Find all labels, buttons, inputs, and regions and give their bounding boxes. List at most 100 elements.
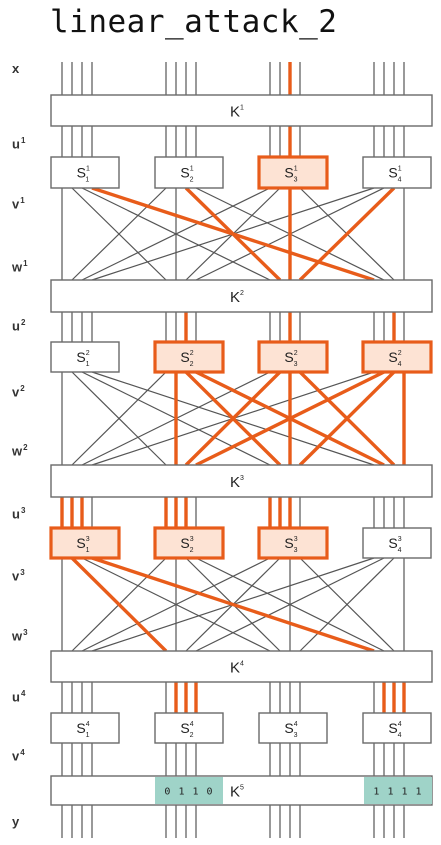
sbox-sub: 1 bbox=[86, 361, 90, 368]
sboxes: S1 1 S1 2 S1 3 S1 4S2 1 S2 2 S2 3 S2 4S3 1 S3 2 S3 3 S3 4S4 1 S… bbox=[49, 155, 433, 744]
key-rect bbox=[50, 650, 433, 683]
sbox-sup: 3 bbox=[190, 536, 194, 543]
row-label-sup: 4 bbox=[20, 748, 25, 757]
row-label: w1 bbox=[12, 259, 28, 274]
sbox-sup: 4 bbox=[398, 721, 402, 728]
sbox-sup: 2 bbox=[190, 350, 194, 357]
sbox-r4-4: S4 4 bbox=[362, 712, 432, 744]
sbox-rect bbox=[49, 526, 121, 560]
row-label-sup: 2 bbox=[20, 318, 26, 327]
key-base: K bbox=[230, 784, 240, 801]
sbox-label: S3 3 bbox=[284, 535, 297, 554]
row-label: x bbox=[12, 61, 19, 76]
key-rect bbox=[50, 279, 433, 313]
sbox-sup: 2 bbox=[398, 350, 402, 357]
sbox-r3-1: S3 1 bbox=[49, 526, 121, 560]
sbox-rect bbox=[257, 526, 329, 560]
sbox-label: S4 4 bbox=[388, 720, 401, 739]
sbox-rect bbox=[361, 340, 433, 374]
sbox-label: S2 2 bbox=[180, 349, 193, 368]
row-label-sup: 1 bbox=[23, 259, 28, 268]
sbox-sub: 3 bbox=[294, 732, 298, 739]
sbox-r1-3: S1 3 bbox=[257, 155, 329, 190]
row-label: w2 bbox=[12, 443, 28, 458]
sbox-sup: 2 bbox=[86, 350, 90, 357]
row-label-sup: 4 bbox=[20, 689, 26, 698]
row-label: u1 bbox=[12, 136, 25, 151]
sbox-letter: S bbox=[180, 535, 189, 551]
row-label: u4 bbox=[12, 689, 25, 704]
key-label: K5 bbox=[230, 784, 244, 801]
row-label: u3 bbox=[12, 506, 25, 521]
row-label-base: y bbox=[12, 814, 20, 829]
sbox-r1-1: S1 1 bbox=[50, 156, 120, 189]
sbox-label: S1 1 bbox=[77, 165, 90, 184]
active-wires bbox=[60, 62, 406, 713]
row-label-base: w bbox=[12, 628, 23, 644]
sbox-sup: 4 bbox=[190, 721, 194, 728]
sbox-sup: 1 bbox=[398, 166, 402, 173]
sbox-rect bbox=[50, 341, 120, 373]
row-label-base: v bbox=[12, 568, 20, 584]
sbox-rect bbox=[362, 527, 432, 559]
sbox-r2-2: S2 2 bbox=[153, 340, 225, 374]
key-sup: 3 bbox=[240, 475, 244, 482]
row-label-base: w bbox=[12, 259, 23, 275]
row-label-sup: 2 bbox=[23, 443, 28, 452]
row-label-sup: 3 bbox=[20, 506, 26, 515]
sbox-label: S2 4 bbox=[388, 349, 401, 368]
bit-group-bg bbox=[364, 777, 432, 804]
wire bbox=[195, 557, 385, 652]
sbox-sup: 4 bbox=[86, 721, 90, 728]
sbox-letter: S bbox=[284, 535, 293, 551]
key-sup: 1 bbox=[240, 105, 244, 112]
sbox-label: S1 3 bbox=[284, 165, 297, 184]
key-sup: 2 bbox=[240, 290, 244, 297]
sbox-sub: 1 bbox=[86, 732, 90, 739]
row-label: v4 bbox=[12, 748, 25, 763]
sbox-label: S1 4 bbox=[388, 165, 401, 184]
sbox-sub: 2 bbox=[190, 361, 194, 368]
sbox-rect bbox=[153, 340, 225, 374]
sbox-letter: S bbox=[388, 535, 397, 551]
sbox-label: S4 3 bbox=[284, 720, 297, 739]
sbox-label: S4 1 bbox=[76, 720, 89, 739]
row-label-base: u bbox=[12, 318, 20, 334]
sbox-letter: S bbox=[180, 720, 189, 736]
wire bbox=[71, 371, 167, 466]
sbox-sub: 4 bbox=[398, 732, 402, 739]
row-label: w3 bbox=[12, 628, 28, 643]
key-box-3: K3 bbox=[50, 464, 433, 498]
wire bbox=[81, 557, 271, 652]
wire bbox=[299, 557, 395, 652]
sbox-sub: 3 bbox=[294, 177, 298, 184]
row-label-sup: 2 bbox=[20, 384, 25, 393]
sbox-letter: S bbox=[284, 349, 293, 365]
sbox-letter: S bbox=[77, 165, 86, 181]
bit-group-1: 0 1 1 0 bbox=[155, 777, 223, 804]
row-label-base: v bbox=[12, 748, 20, 764]
sbox-label: S3 4 bbox=[388, 535, 401, 554]
sbox-r1-4: S1 4 bbox=[362, 156, 432, 189]
sbox-letter: S bbox=[180, 349, 189, 365]
sbox-sub: 4 bbox=[398, 177, 402, 184]
row-label-base: u bbox=[12, 506, 20, 522]
row-label: y bbox=[12, 814, 19, 829]
row-label-base: u bbox=[12, 136, 20, 152]
key-box-1: K1 bbox=[50, 94, 433, 127]
key-box-2: K2 bbox=[50, 279, 433, 313]
sbox-sub: 1 bbox=[86, 547, 90, 554]
key-base: K bbox=[230, 474, 240, 491]
sbox-rect bbox=[153, 526, 225, 560]
sbox-sup: 4 bbox=[294, 721, 298, 728]
row-label-base: u bbox=[12, 689, 20, 705]
sbox-rect bbox=[154, 712, 224, 744]
key-sup: 4 bbox=[240, 661, 244, 668]
row-label: u2 bbox=[12, 318, 25, 333]
sbox-r2-4: S2 4 bbox=[361, 340, 433, 374]
active-wire bbox=[184, 186, 282, 282]
sbox-rect bbox=[362, 156, 432, 189]
sbox-sub: 2 bbox=[190, 732, 194, 739]
